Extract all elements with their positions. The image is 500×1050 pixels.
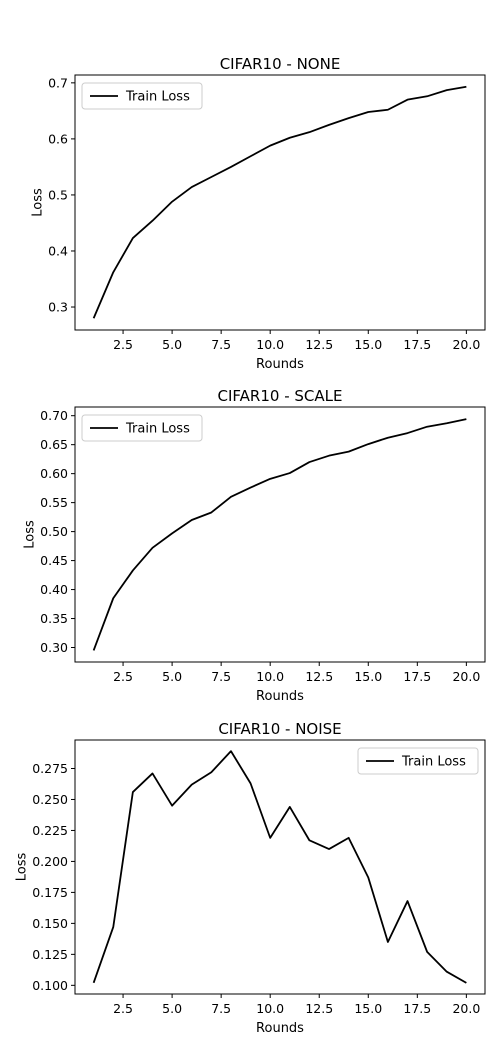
y-axis-label: Loss (30, 188, 45, 217)
x-tick-label: 7.5 (211, 669, 231, 684)
y-tick-label: 0.45 (40, 553, 68, 568)
y-tick-label: 0.60 (40, 466, 68, 481)
chart-title: CIFAR10 - NOISE (218, 720, 341, 738)
y-tick-label: 0.65 (40, 437, 68, 452)
x-axis-label: Rounds (256, 689, 304, 704)
y-tick-label: 0.225 (32, 823, 68, 838)
y-axis-label: Loss (22, 520, 37, 549)
series-line-train-loss (92, 750, 467, 984)
y-axis-label: Loss (15, 853, 30, 882)
y-tick-label: 0.6 (48, 131, 68, 146)
chart-panel-3: CIFAR10 - NOISE 2.5 5.0 7.5 10.0 12.5 15.0 17.5… (15, 720, 486, 1036)
x-tick-label: 7.5 (211, 1001, 231, 1016)
chart-panel-2: CIFAR10 - SCALE 2.5 5.0 7.5 10.0 12.5 15.0 17.5… (22, 387, 486, 704)
x-tick-label: 20.0 (452, 1001, 480, 1016)
legend-box (81, 414, 203, 442)
y-tick-label: 0.250 (32, 792, 68, 807)
x-tick-label: 5.0 (162, 1001, 182, 1016)
y-tick-label: 0.175 (32, 885, 68, 900)
x-tick-label: 12.5 (305, 669, 333, 684)
x-tick-label: 5.0 (162, 337, 182, 352)
chart-title: CIFAR10 - NONE (220, 55, 341, 73)
legend-label: Train Loss (401, 755, 466, 770)
y-tick-label: 0.4 (48, 243, 68, 258)
y-tick-label: 0.30 (40, 640, 68, 655)
x-tick-label: 10.0 (256, 669, 284, 684)
x-tick-label: 20.0 (452, 669, 480, 684)
x-tick-label: 10.0 (256, 337, 284, 352)
x-axis: 2.5 5.0 7.5 10.0 12.5 15.0 17.5 20.0 (113, 330, 480, 352)
x-tick-label: 2.5 (113, 669, 133, 684)
legend-box (357, 747, 479, 775)
y-tick-label: 0.55 (40, 495, 68, 510)
legend-label: Train Loss (125, 90, 190, 105)
x-tick-label: 2.5 (113, 1001, 133, 1016)
x-axis: 2.5 5.0 7.5 10.0 12.5 15.0 17.5 20.0 (113, 662, 480, 684)
x-tick-label: 17.5 (403, 669, 431, 684)
y-tick-label: 0.150 (32, 916, 68, 931)
plot-frame (74, 406, 486, 663)
y-tick-label: 0.275 (32, 761, 68, 776)
x-axis: 2.5 5.0 7.5 10.0 12.5 15.0 17.5 20.0 (113, 994, 480, 1016)
y-axis: 0.3 0.4 0.5 0.6 0.7 (48, 75, 75, 315)
x-tick-label: 2.5 (113, 337, 133, 352)
x-tick-label: 10.0 (256, 1001, 284, 1016)
x-tick-label: 7.5 (211, 337, 231, 352)
plot-frame (74, 74, 486, 331)
y-axis: 0.30 0.35 0.40 0.45 0.50 0.55 0.60 0.65 0.70 (40, 408, 75, 655)
legend: Train Loss (81, 82, 203, 110)
y-tick-label: 0.100 (32, 978, 68, 993)
chart-title: CIFAR10 - SCALE (218, 387, 343, 405)
y-tick-label: 0.3 (48, 300, 68, 315)
y-tick-label: 0.7 (48, 75, 68, 90)
x-tick-label: 12.5 (305, 1001, 333, 1016)
x-tick-label: 17.5 (403, 1001, 431, 1016)
y-tick-label: 0.200 (32, 854, 68, 869)
x-tick-label: 5.0 (162, 669, 182, 684)
series-line-train-loss (92, 418, 467, 651)
x-tick-label: 20.0 (452, 337, 480, 352)
x-tick-label: 12.5 (305, 337, 333, 352)
y-tick-label: 0.40 (40, 582, 68, 597)
x-tick-label: 15.0 (354, 669, 382, 684)
x-axis-label: Rounds (256, 357, 304, 372)
y-axis: 0.100 0.125 0.150 0.175 0.200 0.225 0.250 0.275 (32, 761, 75, 993)
y-tick-label: 0.50 (40, 524, 68, 539)
x-tick-label: 17.5 (403, 337, 431, 352)
x-tick-label: 15.0 (354, 337, 382, 352)
x-axis-label: Rounds (256, 1021, 304, 1036)
y-tick-label: 0.125 (32, 947, 68, 962)
y-tick-label: 0.70 (40, 408, 68, 423)
plot-frame (74, 739, 486, 995)
y-tick-label: 0.5 (48, 187, 68, 202)
legend: Train Loss (357, 747, 479, 775)
x-tick-label: 15.0 (354, 1001, 382, 1016)
legend-label: Train Loss (125, 422, 190, 437)
series-line-train-loss (92, 85, 467, 319)
y-tick-label: 0.35 (40, 611, 68, 626)
legend: Train Loss (81, 414, 203, 442)
legend-box (81, 82, 203, 110)
